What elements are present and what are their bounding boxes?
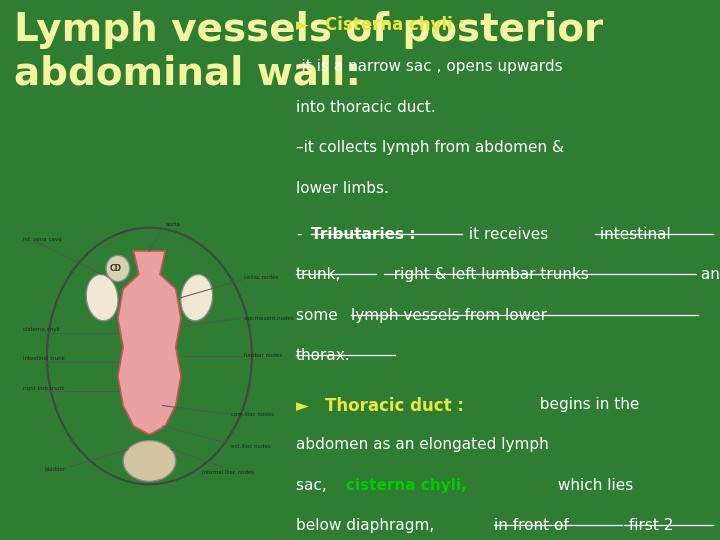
Text: Tributaries :: Tributaries : (310, 227, 415, 242)
Text: com.iliac nodes: com.iliac nodes (231, 412, 274, 417)
Text: Thoracic duct :: Thoracic duct : (325, 397, 464, 415)
Text: below diaphragm,: below diaphragm, (296, 518, 439, 534)
Text: cisterna chyli,: cisterna chyli, (346, 478, 467, 493)
Text: lymph vessels from lower: lymph vessels from lower (351, 308, 546, 323)
Text: abdomen as an elongated lymph: abdomen as an elongated lymph (296, 437, 549, 453)
Text: right & left lumbar trunks: right & left lumbar trunks (384, 267, 589, 282)
Ellipse shape (181, 274, 212, 321)
Text: ►: ► (296, 16, 309, 34)
Text: celiac nodes: celiac nodes (244, 275, 278, 280)
Circle shape (106, 255, 130, 281)
Text: right lmb trunk: right lmb trunk (23, 386, 65, 390)
Text: lower limbs.: lower limbs. (296, 181, 389, 196)
Text: sup.mesent.nodes: sup.mesent.nodes (244, 315, 294, 321)
Ellipse shape (123, 441, 176, 481)
Text: sac,: sac, (296, 478, 331, 493)
Text: intestinal: intestinal (595, 227, 670, 242)
Polygon shape (118, 251, 181, 435)
Text: CD: CD (109, 264, 121, 273)
Text: intestinal trunk: intestinal trunk (23, 356, 65, 361)
Text: thorax.: thorax. (296, 348, 351, 363)
Text: some: some (296, 308, 343, 323)
Text: lumbar nodes: lumbar nodes (244, 354, 282, 359)
Text: ext.iliac nodes: ext.iliac nodes (231, 444, 271, 449)
Text: first 2: first 2 (624, 518, 674, 534)
Text: aorta: aorta (165, 222, 180, 227)
Text: and: and (696, 267, 720, 282)
Text: cisterna chyli: cisterna chyli (23, 327, 60, 332)
Text: Lymph vessels of posterior
abdominal wall:: Lymph vessels of posterior abdominal wal… (14, 11, 603, 93)
Text: –it collects lymph from abdomen &: –it collects lymph from abdomen & (296, 140, 564, 156)
Text: ►: ► (296, 397, 309, 415)
Text: bladder: bladder (45, 467, 66, 472)
Ellipse shape (86, 274, 118, 321)
Text: trunk,: trunk, (296, 267, 341, 282)
Text: -: - (296, 227, 301, 242)
Text: internal iliac nodes: internal iliac nodes (202, 470, 254, 475)
Text: Cisterna chyli :: Cisterna chyli : (325, 16, 465, 34)
Text: begins in the: begins in the (530, 397, 639, 412)
Text: inf. vena cava: inf. vena cava (23, 237, 62, 242)
Text: which lies: which lies (553, 478, 633, 493)
Text: into thoracic duct.: into thoracic duct. (296, 100, 436, 115)
Text: in front of: in front of (494, 518, 569, 534)
Text: -it is a narrow sac , opens upwards: -it is a narrow sac , opens upwards (296, 59, 562, 75)
Text: it receives: it receives (464, 227, 549, 242)
